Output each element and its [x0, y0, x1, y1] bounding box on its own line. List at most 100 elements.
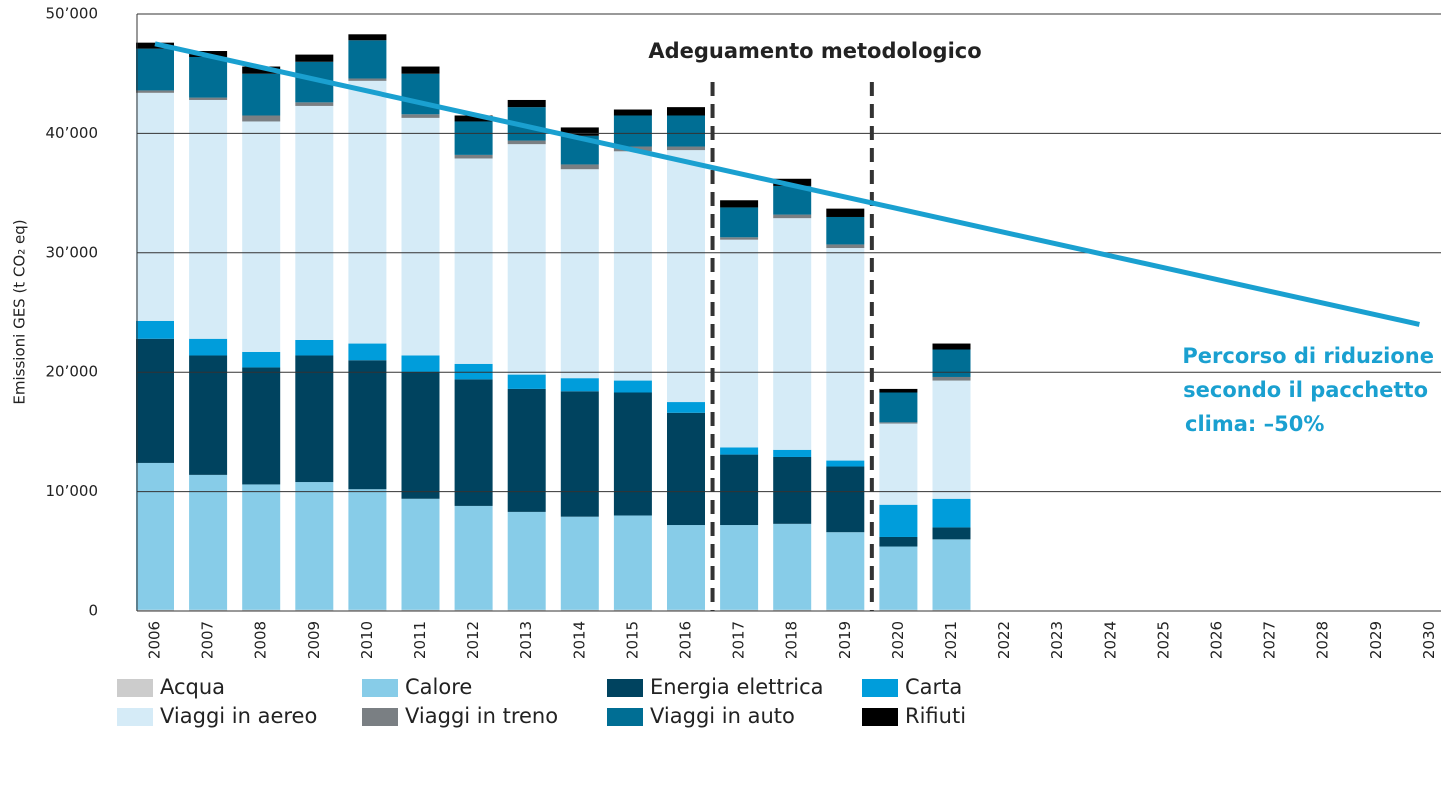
bar-segment	[773, 214, 812, 219]
bar-segment	[773, 178, 812, 186]
x-tick-label: 2030	[1420, 621, 1438, 659]
x-tick-label: 2028	[1314, 621, 1332, 659]
bar-segment	[826, 466, 865, 533]
bar-segment	[560, 127, 599, 136]
bar-segment	[295, 482, 334, 610]
bar-segment	[773, 609, 812, 611]
bar-segment	[189, 56, 228, 98]
x-tick-label: 2019	[836, 621, 854, 659]
y-tick-label: 30’000	[46, 243, 99, 261]
x-tick-label: 2016	[677, 621, 695, 659]
x-tick-label: 2027	[1261, 621, 1279, 659]
bar-segment	[242, 115, 281, 122]
bar-segment	[720, 200, 759, 208]
x-tick-label: 2025	[1154, 621, 1172, 659]
legend-label: Calore	[405, 675, 472, 699]
bar-segment	[560, 169, 599, 379]
bar-segment	[189, 99, 228, 339]
bar-segment	[348, 34, 387, 41]
bar-segment	[295, 609, 334, 611]
y-tick-label: 40’000	[46, 124, 99, 142]
bar-segment	[242, 73, 281, 116]
bar-segment	[295, 102, 334, 106]
bar-segment	[667, 115, 705, 147]
bar-segment	[932, 349, 971, 377]
bar-segment	[720, 237, 759, 240]
bar-segment	[932, 380, 971, 499]
y-tick-label: 50’000	[46, 5, 99, 23]
bar-segment	[613, 115, 652, 147]
bar-segment	[826, 248, 865, 461]
bar-segment	[932, 498, 971, 528]
bar-segment	[879, 536, 918, 547]
x-tick-label: 2011	[411, 621, 429, 659]
legend-swatch	[607, 679, 643, 697]
bar-segment	[773, 185, 812, 215]
bar-segment	[507, 609, 546, 611]
bar-segment	[242, 351, 281, 368]
bar-segment	[613, 392, 652, 516]
bar-segment	[136, 320, 174, 339]
bar-segment	[667, 150, 705, 403]
bar-segment	[454, 154, 493, 159]
bar-segment	[560, 164, 599, 170]
x-tick-label: 2006	[146, 621, 164, 659]
bar-segment	[348, 489, 387, 610]
bar-segment	[295, 105, 334, 340]
bar-segment	[189, 474, 228, 610]
x-tick-label: 2029	[1367, 621, 1385, 659]
bar-segment	[932, 343, 971, 350]
bar-segment	[401, 372, 440, 499]
bar-segment	[348, 78, 387, 81]
bar-segment	[136, 338, 174, 463]
x-tick-label: 2023	[1048, 621, 1066, 659]
bar-segment	[773, 449, 812, 457]
bar-segment	[136, 92, 174, 321]
x-tick-label: 2017	[730, 621, 748, 659]
legend-label: Carta	[905, 675, 962, 699]
legend-swatch	[117, 708, 153, 726]
bar-segment	[242, 484, 281, 610]
bar-segment	[401, 609, 440, 611]
bar-segment	[879, 422, 918, 424]
bar-segment	[773, 456, 812, 524]
x-tick-label: 2010	[358, 621, 376, 659]
bar-segment	[136, 90, 174, 93]
x-tick-label: 2012	[464, 621, 482, 659]
bar-segment	[454, 158, 493, 364]
bar-segment	[136, 48, 174, 91]
bar-segment	[348, 360, 387, 490]
bar-segment	[667, 107, 705, 116]
x-tick-label: 2024	[1101, 621, 1119, 659]
bar-segment	[720, 609, 759, 611]
legend-label: Acqua	[160, 675, 225, 699]
bar-segment	[613, 151, 652, 381]
x-tick-label: 2008	[252, 621, 270, 659]
bar-segment	[560, 516, 599, 610]
bar-segment	[826, 244, 865, 249]
x-tick-label: 2021	[942, 621, 960, 659]
bar-segment	[401, 498, 440, 610]
bars	[136, 34, 971, 611]
bar-segment	[667, 402, 705, 413]
bar-segment	[454, 121, 493, 155]
bar-segment	[826, 532, 865, 610]
x-tick-label: 2020	[889, 621, 907, 659]
bar-segment	[295, 339, 334, 356]
bar-segment	[295, 54, 334, 62]
bar-segment	[348, 343, 387, 361]
bar-segment	[507, 511, 546, 610]
bar-segment	[773, 218, 812, 450]
y-tick-label: 0	[88, 602, 98, 620]
x-tick-label: 2026	[1208, 621, 1226, 659]
bar-segment	[932, 539, 971, 610]
bar-segment	[295, 355, 334, 483]
bar-segment	[560, 391, 599, 517]
bar-segment	[826, 460, 865, 467]
legend-label: Rifiuti	[905, 704, 966, 728]
x-tick-label: 2014	[570, 621, 588, 659]
bar-segment	[826, 609, 865, 611]
legend-label: Viaggi in auto	[650, 704, 795, 728]
bar-segment	[242, 609, 281, 611]
